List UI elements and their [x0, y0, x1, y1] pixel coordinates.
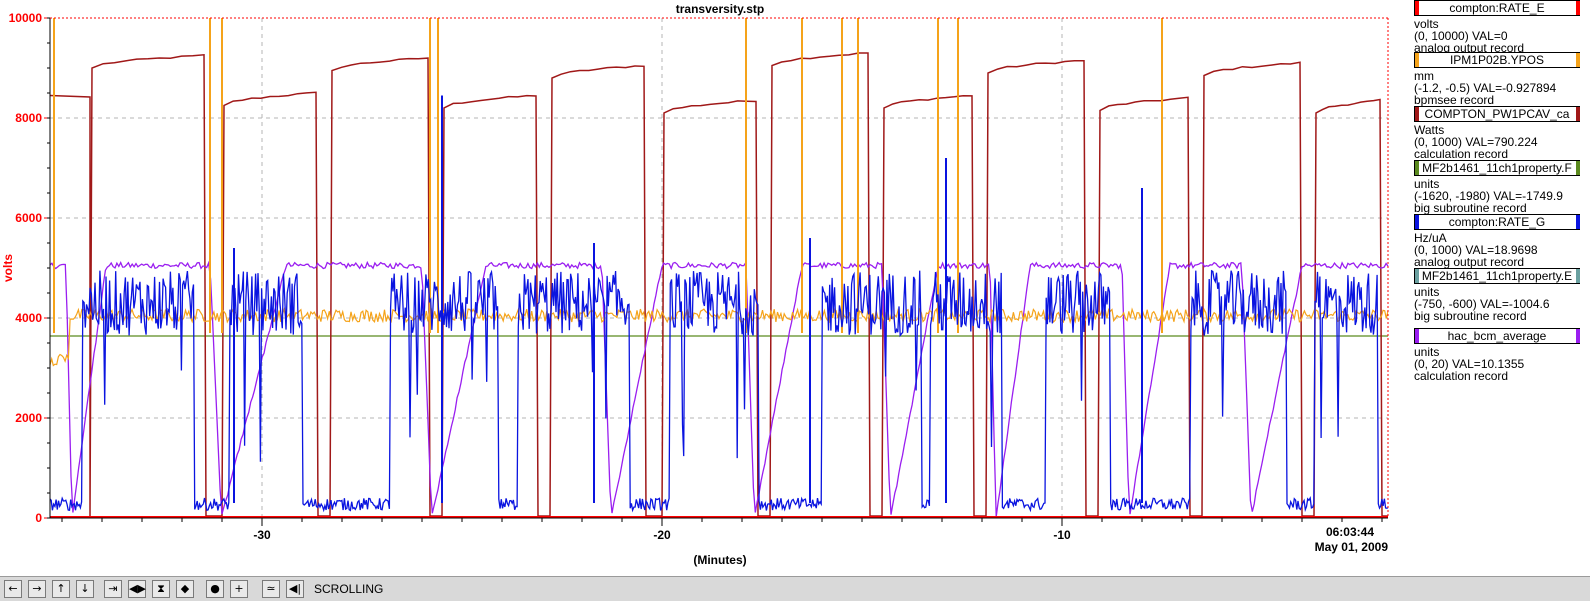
traces	[49, 18, 1389, 518]
toolbar-button[interactable]: ↓	[76, 580, 94, 598]
legend-swatch	[1415, 53, 1419, 67]
strip-chart: transversity.stp 0 2000 4000 6000 8000 10000 -…	[1, 2, 1389, 567]
y-tick-label: 8000	[15, 111, 42, 125]
toolbar-button[interactable]: ←	[4, 580, 22, 598]
legend-swatch	[1576, 269, 1580, 283]
legend-name[interactable]: MF2b1461_11ch1property.E	[1414, 268, 1580, 284]
legend-record: analog output record	[1414, 255, 1525, 269]
legend-range: (-1620, -1980) VAL=-1749.9	[1414, 189, 1563, 203]
legend-name-text: COMPTON_PW1PCAV_ca	[1424, 107, 1570, 121]
legend-range: (0, 10000) VAL=0	[1414, 29, 1508, 43]
toolbar-button[interactable]: ≃	[262, 580, 280, 598]
toolbar: SCROLLING ← → ↑ ↓ ⇥ ◀▶ ⧗ ◆ ● + ≃ ◀|	[0, 576, 1590, 601]
legend-record: calculation record	[1414, 147, 1509, 161]
legend-name-text: compton:RATE_E	[1449, 1, 1545, 15]
toolbar-button[interactable]: ◀▶	[128, 580, 146, 598]
legend-name[interactable]: hac_bcm_average	[1414, 328, 1580, 344]
legend-name-text: hac_bcm_average	[1447, 329, 1547, 343]
x-axis-label: (Minutes)	[693, 553, 746, 567]
trace-blue	[49, 269, 1389, 513]
chart-title: transversity.stp	[676, 2, 764, 16]
toolbar-button[interactable]: ●	[206, 580, 224, 598]
toolbar-button[interactable]: +	[230, 580, 248, 598]
legend-unit: units	[1414, 285, 1440, 299]
legend-swatch	[1576, 161, 1580, 175]
legend-swatch	[1415, 269, 1419, 283]
legend-range: (0, 1000) VAL=18.9698	[1414, 243, 1538, 257]
toolbar-button[interactable]: ◆	[176, 580, 194, 598]
legend-unit: mm	[1414, 69, 1434, 83]
grid	[50, 18, 1388, 518]
legend-swatch	[1415, 107, 1419, 121]
y-axis-label: volts	[1, 254, 15, 282]
mode-label: SCROLLING	[314, 582, 384, 596]
legend: compton:RATE_E volts (0, 10000) VAL=0 analo…	[1410, 0, 1590, 575]
legend-record: big subroutine record	[1414, 309, 1527, 323]
legend-unit: units	[1414, 177, 1440, 191]
toolbar-button[interactable]: ◀|	[286, 580, 304, 598]
legend-record: analog output record	[1414, 41, 1525, 55]
legend-swatch	[1415, 161, 1419, 175]
y-tick-label: 6000	[15, 211, 42, 225]
legend-range: (-1.2, -0.5) VAL=-0.927894	[1414, 81, 1557, 95]
axes: 0 2000 4000 6000 8000 10000 -30 -20 -10	[9, 11, 1389, 542]
toolbar-button[interactable]: ⧗	[152, 580, 170, 598]
legend-name-text: MF2b1461_11ch1property.E	[1421, 269, 1573, 283]
legend-swatch	[1576, 215, 1580, 229]
toolbar-button[interactable]: ↑	[52, 580, 70, 598]
legend-swatch	[1415, 215, 1419, 229]
legend-swatch	[1576, 1, 1580, 15]
legend-name-text: compton:RATE_G	[1448, 215, 1546, 229]
legend-name[interactable]: COMPTON_PW1PCAV_ca	[1414, 106, 1580, 122]
y-tick-label: 0	[35, 511, 42, 525]
legend-unit: units	[1414, 345, 1440, 359]
legend-unit: volts	[1414, 17, 1439, 31]
y-tick-label: 10000	[9, 11, 43, 25]
toolbar-button[interactable]: ⇥	[104, 580, 122, 598]
legend-range: (0, 1000) VAL=790.224	[1414, 135, 1538, 149]
legend-record: bpmsee record	[1414, 93, 1495, 107]
toolbar-button[interactable]: →	[28, 580, 46, 598]
legend-record: calculation record	[1414, 369, 1509, 383]
timestamp: 06:03:44	[1326, 525, 1374, 539]
legend-swatch	[1415, 329, 1419, 343]
legend-swatch	[1576, 53, 1580, 67]
legend-range: (-750, -600) VAL=-1004.6	[1414, 297, 1550, 311]
legend-name[interactable]: MF2b1461_11ch1property.F	[1414, 160, 1580, 176]
legend-name[interactable]: compton:RATE_E	[1414, 0, 1580, 16]
legend-unit: Hz/uA	[1414, 231, 1447, 245]
legend-range: (0, 20) VAL=10.1355	[1414, 357, 1525, 371]
legend-swatch	[1576, 107, 1580, 121]
x-tick-label: -20	[653, 528, 671, 542]
date-label: May 01, 2009	[1315, 540, 1389, 554]
x-tick-label: -30	[253, 528, 271, 542]
legend-swatch	[1415, 1, 1419, 15]
x-tick-label: -10	[1053, 528, 1071, 542]
legend-name[interactable]: IPM1P02B.YPOS	[1414, 52, 1580, 68]
legend-unit: Watts	[1414, 123, 1445, 137]
legend-record: big subroutine record	[1414, 201, 1527, 215]
y-tick-label: 2000	[15, 411, 42, 425]
legend-swatch	[1576, 329, 1580, 343]
legend-name-text: MF2b1461_11ch1property.F	[1422, 161, 1572, 175]
y-tick-label: 4000	[15, 311, 42, 325]
legend-name-text: IPM1P02B.YPOS	[1449, 53, 1545, 67]
legend-name[interactable]: compton:RATE_G	[1414, 214, 1580, 230]
